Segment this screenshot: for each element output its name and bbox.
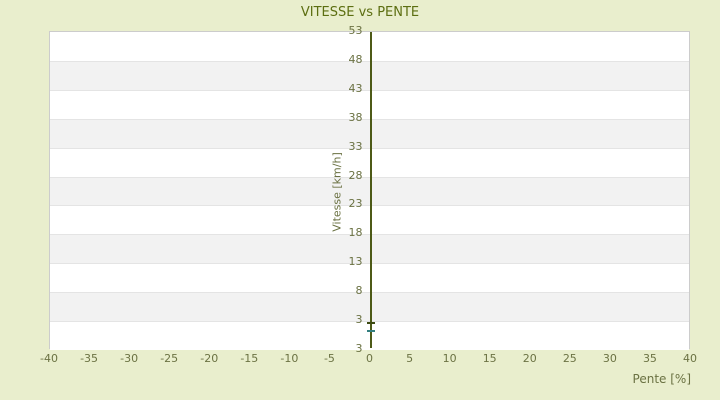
y-tick-label: 3 — [355, 342, 363, 355]
y-tick-label: 38 — [348, 110, 363, 124]
y-tick-label: 33 — [348, 139, 363, 153]
y-axis-title: Vitesse [km/h] — [330, 152, 344, 232]
y-tick-label: 53 — [348, 24, 363, 37]
x-tick-label: 0 — [366, 352, 373, 365]
x-tick-label: 10 — [442, 352, 457, 365]
x-tick-label: -20 — [200, 352, 219, 365]
y-tick-label: 28 — [348, 168, 363, 182]
chart-title: VITESSE vs PENTE — [300, 5, 420, 20]
y-tick-label: 43 — [348, 81, 363, 95]
x-tick-label: 25 — [562, 352, 577, 365]
y-tick-label: 13 — [348, 255, 363, 269]
y-tick-label: 48 — [348, 52, 363, 66]
point-teal-marker — [366, 329, 375, 332]
x-tick-label: 35 — [642, 352, 657, 365]
x-tick-label: 40 — [683, 352, 697, 365]
y-tick-label: 23 — [348, 197, 363, 211]
x-tick-label: 20 — [522, 352, 537, 365]
x-tick-label: -10 — [280, 352, 299, 365]
zero-axis-line — [369, 32, 372, 348]
x-tick-label: -25 — [160, 352, 179, 365]
point-dark-marker — [366, 321, 375, 324]
x-tick-label: -5 — [323, 352, 335, 365]
x-tick-label: 5 — [406, 352, 414, 365]
y-tick-label: 3 — [355, 313, 363, 327]
x-tick-label: -35 — [80, 352, 99, 365]
x-tick-label: 15 — [482, 352, 497, 365]
x-tick-label: -30 — [120, 352, 139, 365]
x-tick-label: 30 — [602, 352, 617, 365]
y-tick-label: 8 — [355, 284, 363, 298]
plot-area — [49, 31, 690, 350]
x-tick-label: -15 — [240, 352, 259, 365]
y-tick-label: 18 — [348, 226, 363, 240]
x-axis-title: Pente [%] — [632, 372, 691, 386]
x-tick-label: -40 — [40, 352, 58, 365]
